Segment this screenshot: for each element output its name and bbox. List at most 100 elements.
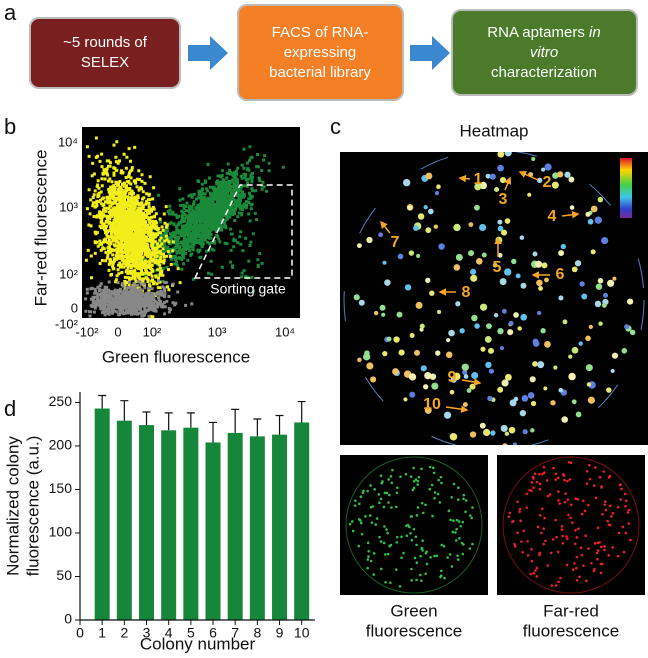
colony (471, 506, 474, 509)
x-tick-label: 3 (143, 625, 151, 641)
colony (479, 223, 487, 232)
colony (405, 534, 409, 538)
colony (541, 472, 544, 476)
colony (461, 552, 465, 556)
colony (543, 471, 546, 474)
colony (536, 177, 543, 184)
colony (584, 534, 587, 538)
colony (415, 561, 419, 564)
heatmap-title: Heatmap (460, 121, 529, 140)
colony (624, 504, 627, 508)
colony (492, 262, 498, 268)
colony (606, 387, 612, 393)
scatter-cloud (84, 136, 182, 319)
bar (161, 430, 177, 620)
colony (383, 491, 387, 495)
colony (556, 550, 560, 554)
error-bar (186, 412, 195, 428)
colony (454, 531, 457, 534)
colony (455, 518, 459, 522)
colony (384, 580, 387, 584)
colony (603, 503, 606, 506)
colony (550, 584, 554, 587)
colony (501, 229, 508, 236)
colony (488, 368, 495, 374)
bar (139, 425, 155, 620)
colony (568, 372, 576, 381)
colony (367, 549, 370, 553)
colony (431, 514, 434, 518)
colony (386, 552, 390, 556)
y-tick-label: 100 (49, 524, 73, 540)
colony (410, 579, 414, 582)
colony (425, 227, 432, 234)
colony (480, 346, 486, 352)
box-text: ~5 rounds of (63, 34, 148, 51)
colony (435, 554, 439, 558)
plate-caption: fluorescence (523, 621, 619, 640)
box-text: bacterial library (269, 64, 371, 81)
colony (470, 274, 478, 282)
colony (434, 190, 440, 196)
colony-number: 2 (543, 174, 552, 191)
colony (425, 277, 431, 283)
x-tick-label: 10⁴ (275, 324, 295, 339)
colony (382, 541, 386, 545)
plate-caption: Green (390, 601, 437, 620)
colony (564, 171, 571, 178)
colony (456, 498, 460, 502)
colony (596, 557, 599, 561)
colony (409, 391, 416, 398)
colony (598, 321, 603, 326)
colony (462, 543, 465, 546)
colony (383, 525, 386, 528)
y-tick-label: 10² (59, 266, 78, 281)
colony (408, 250, 415, 256)
colony (389, 581, 392, 585)
colony (551, 181, 559, 189)
colony (540, 328, 546, 334)
colony (471, 314, 478, 322)
colony (419, 323, 425, 329)
colony (571, 266, 578, 273)
colony (574, 529, 577, 532)
colony (529, 572, 533, 576)
colony (443, 576, 446, 580)
colony (481, 252, 487, 258)
colony (608, 474, 612, 478)
colony-number: 4 (548, 208, 557, 225)
colony (558, 387, 564, 393)
colony (590, 561, 593, 565)
colony (619, 483, 622, 487)
colony (585, 211, 591, 217)
plate-rim (343, 152, 645, 445)
colony (532, 251, 538, 257)
callout-arrow (561, 211, 580, 219)
colony (611, 546, 615, 549)
colony (502, 308, 507, 314)
colony (535, 566, 539, 570)
colony (562, 474, 566, 477)
colony (592, 484, 596, 487)
colony (600, 562, 604, 566)
y-axis-label: Normalized colony (3, 436, 22, 576)
colony (588, 477, 592, 481)
colony (536, 525, 540, 529)
colony (563, 478, 566, 482)
colony (620, 487, 623, 491)
colony (554, 584, 558, 587)
box-text-run: characterization (491, 64, 597, 81)
colony (555, 535, 558, 539)
colony (548, 493, 552, 496)
colony (424, 572, 428, 576)
colony (455, 527, 458, 531)
bar (249, 436, 265, 620)
y-tick-label: 150 (49, 480, 73, 496)
colony (519, 409, 527, 417)
colony (369, 559, 373, 563)
colony (623, 492, 627, 496)
flow-box (451, 9, 638, 96)
colony (421, 539, 424, 542)
colony (575, 536, 579, 539)
colony (590, 205, 598, 213)
